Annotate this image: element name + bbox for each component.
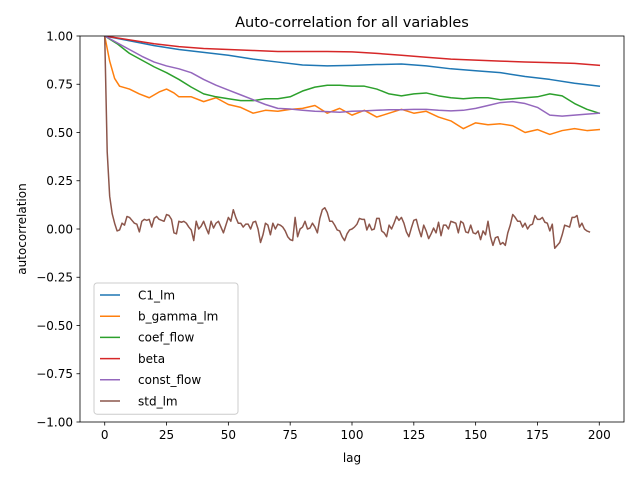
- legend-label: C1_lm: [138, 288, 175, 302]
- y-tick-label: 0.00: [46, 222, 73, 236]
- y-tick-label: 0.25: [46, 174, 73, 188]
- legend-label: std_lm: [138, 394, 178, 408]
- x-axis-label: lag: [343, 451, 361, 465]
- y-tick-label: 0.75: [46, 78, 73, 92]
- y-axis: −1.00 −0.75 −0.50 −0.25 0.00 0.25 0.50 0.75 1.00: [36, 29, 80, 429]
- x-tick-label: 100: [341, 428, 364, 442]
- x-tick-label: 25: [159, 428, 174, 442]
- y-axis-label: autocorrelation: [15, 183, 29, 274]
- series-line-C1_lm: [103, 36, 601, 88]
- x-tick-label: 0: [101, 428, 109, 442]
- legend-label: beta: [138, 352, 165, 366]
- series-line-b_gamma_lm: [103, 36, 601, 136]
- series-line-std_lm: [103, 36, 591, 250]
- series-line-const_flow: [103, 36, 601, 117]
- y-tick-label: −0.50: [36, 319, 73, 333]
- x-tick-label: 75: [283, 428, 298, 442]
- x-tick-label: 200: [588, 428, 611, 442]
- x-tick-label: 175: [526, 428, 549, 442]
- legend-box: [93, 282, 239, 415]
- series-line-coef_flow: [103, 36, 601, 115]
- x-axis: 0 25 50 75 100 125 150 175 200: [101, 422, 611, 442]
- y-tick-label: 1.00: [46, 29, 73, 43]
- series-line-beta: [103, 36, 601, 67]
- legend-label: const_flow: [138, 373, 201, 387]
- chart-title: Auto-correlation for all variables: [235, 15, 469, 31]
- y-tick-label: −0.25: [36, 271, 73, 285]
- y-tick-label: −0.75: [36, 367, 73, 381]
- y-tick-label: −1.00: [36, 415, 73, 429]
- x-tick-label: 125: [402, 428, 425, 442]
- y-tick-label: 0.50: [46, 126, 73, 140]
- legend-label: b_gamma_lm: [138, 310, 218, 324]
- x-tick-label: 50: [221, 428, 236, 442]
- legend-label: coef_flow: [138, 331, 194, 345]
- x-tick-label: 150: [464, 428, 487, 442]
